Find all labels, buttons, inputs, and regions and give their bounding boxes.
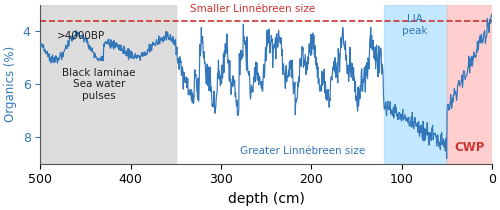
Bar <box>384 5 446 164</box>
Bar <box>446 5 492 164</box>
X-axis label: depth (cm): depth (cm) <box>228 192 304 206</box>
Bar <box>40 5 176 164</box>
Y-axis label: Organics (%): Organics (%) <box>4 46 17 122</box>
Text: Greater Linnébreen size: Greater Linnébreen size <box>240 146 365 156</box>
Text: CWP: CWP <box>454 141 484 154</box>
Text: >4000BP: >4000BP <box>57 31 105 41</box>
Text: Black laminae
Sea water
pulses: Black laminae Sea water pulses <box>62 68 136 101</box>
Text: Smaller Linnébreen size: Smaller Linnébreen size <box>190 4 315 14</box>
Text: LIA
peak: LIA peak <box>402 14 428 36</box>
